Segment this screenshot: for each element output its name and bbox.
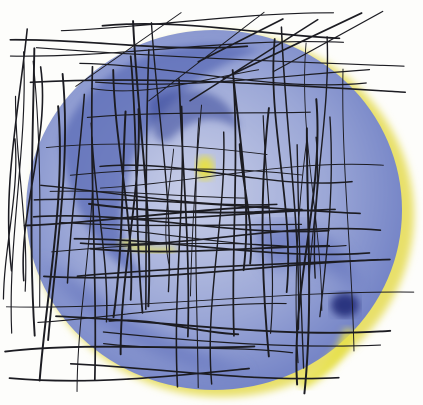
ink-line — [272, 10, 384, 73]
ink-line — [261, 107, 270, 358]
ink-line — [79, 227, 382, 246]
ink-lines — [2, 10, 415, 395]
ink-line — [69, 168, 303, 176]
ink-line — [195, 117, 200, 389]
ink-line — [60, 12, 335, 32]
ink-line — [30, 47, 36, 337]
ink-line — [116, 208, 336, 220]
ink-line — [10, 51, 25, 334]
ink-line — [23, 205, 270, 227]
ink-line — [38, 105, 61, 382]
ink-line — [102, 331, 382, 347]
ink-line — [303, 127, 311, 395]
ink-line — [342, 68, 355, 352]
ink-line — [35, 47, 405, 67]
ink-line — [189, 18, 319, 102]
ink-line — [209, 131, 225, 385]
ink-line — [197, 18, 284, 63]
ink-line — [32, 60, 41, 307]
ink-line — [112, 69, 133, 301]
ink-line — [119, 108, 140, 356]
ink-line — [150, 22, 171, 293]
ink-line — [112, 110, 127, 319]
ink-line — [129, 55, 144, 314]
ink-line — [86, 111, 311, 118]
dark-wash — [60, 44, 260, 280]
ink-line — [76, 122, 94, 393]
ink-line — [2, 138, 17, 300]
ink-line — [73, 237, 371, 256]
ink-line — [90, 69, 260, 92]
ink-line — [95, 69, 371, 85]
ink-line — [101, 22, 341, 40]
dark-wash — [150, 90, 240, 142]
ink-line — [43, 258, 391, 279]
ink-line — [91, 136, 108, 323]
ink-line — [5, 291, 415, 308]
ink-line — [132, 20, 151, 308]
ink-line — [100, 163, 384, 189]
ink-line — [304, 42, 323, 311]
ink-line — [33, 198, 361, 215]
ink-line — [40, 184, 278, 206]
ink-line — [148, 11, 265, 102]
ink-line — [4, 345, 256, 353]
ink-line — [101, 227, 347, 248]
ink-line — [108, 319, 240, 336]
ink-line — [49, 190, 248, 199]
ink-line — [222, 12, 363, 80]
ink-line — [59, 221, 303, 227]
ink-line — [165, 148, 175, 271]
ink-line — [75, 12, 182, 87]
ink-line — [7, 28, 29, 272]
ink-line — [47, 73, 66, 341]
ink-line — [295, 98, 319, 386]
yellow-spot — [196, 156, 214, 180]
ink-line — [45, 143, 268, 155]
ink-line — [178, 78, 190, 338]
ink-line — [79, 62, 367, 86]
ink-line — [22, 66, 44, 282]
ink-line — [319, 116, 333, 318]
ink-line — [55, 315, 392, 334]
ink-line — [8, 367, 250, 382]
ink-line — [32, 215, 330, 233]
ink-line — [238, 143, 253, 265]
ink-line — [296, 144, 305, 369]
ink-line — [37, 302, 287, 324]
ink-line — [69, 363, 340, 380]
dark-spot — [331, 293, 359, 317]
ink-line — [90, 65, 97, 381]
ink-line — [313, 36, 329, 279]
